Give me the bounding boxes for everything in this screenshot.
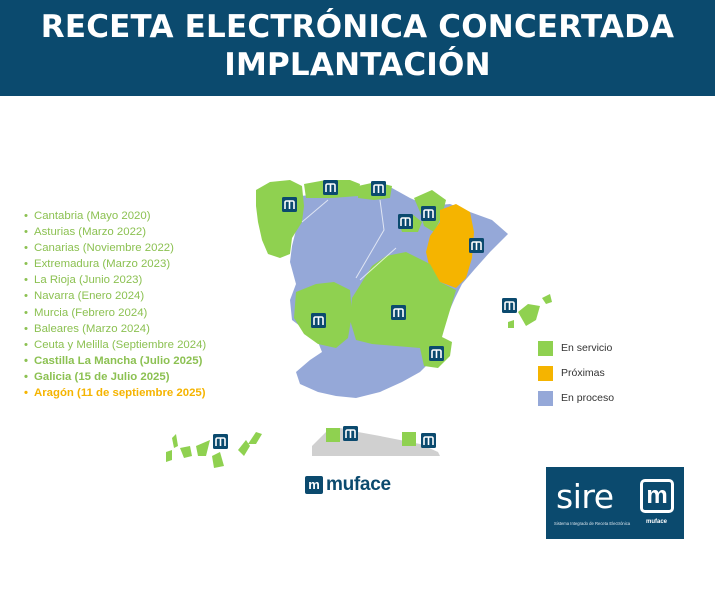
muface-m-icon [468, 237, 485, 254]
legend-item: Próximas [538, 365, 614, 381]
map-legend: En servicio Próximas En proceso [538, 340, 614, 415]
list-item: • Murcia (Febrero 2024) [24, 306, 148, 319]
muface-m-icon [342, 425, 359, 442]
list-item: • La Rioja (Junio 2023) [24, 274, 143, 287]
list-item: • Navarra (Enero 2024) [24, 290, 145, 303]
region-castilla-la-mancha [350, 252, 456, 348]
list-item: • Aragón (11 de septiembre 2025) [24, 387, 206, 400]
list-item: • Canarias (Noviembre 2022) [24, 242, 174, 255]
list-item: • Castilla La Mancha (Julio 2025) [24, 354, 203, 367]
region-canarias [166, 432, 262, 468]
region-aragon [426, 204, 474, 288]
list-item: • Galicia (15 de Julio 2025) [24, 370, 170, 383]
legend-swatch [538, 390, 553, 406]
muface-m-icon [420, 205, 437, 222]
list-item: • Ceuta y Melilla (Septiembre 2024) [24, 338, 207, 351]
muface-m-icon [428, 345, 445, 362]
legend-item: En servicio [538, 340, 614, 356]
muface-m-icon: m [305, 476, 323, 494]
muface-logo: m muface [305, 474, 391, 496]
implementation-list: • Cantabria (Mayo 2020) • Asturias (Marzo … [24, 208, 206, 401]
muface-m-icon [322, 179, 339, 196]
sirem-m-icon: m [640, 479, 674, 513]
list-item: • Extremadura (Marzo 2023) [24, 258, 171, 271]
list-item: • Baleares (Marzo 2024) [24, 322, 150, 335]
muface-m-icon [281, 196, 298, 213]
page-title-line1: RECETA ELECTRÓNICA CONCERTADA [40, 9, 675, 45]
muface-m-icon [397, 213, 414, 230]
muface-m-icon [420, 432, 437, 449]
muface-m-icon [212, 433, 229, 450]
region-ceuta [326, 428, 340, 442]
legend-swatch [538, 340, 553, 356]
legend-item: En proceso [538, 390, 614, 406]
legend-swatch [538, 365, 553, 381]
muface-m-icon [370, 180, 387, 197]
header-banner: RECETA ELECTRÓNICA CONCERTADA IMPLANTACI… [0, 0, 715, 96]
muface-m-icon [501, 297, 518, 314]
region-melilla [402, 432, 416, 446]
muface-m-icon [310, 312, 327, 329]
list-item: • Asturias (Marzo 2022) [24, 226, 147, 239]
page-title-line2: IMPLANTACIÓN [224, 47, 491, 83]
sirem-logo: sire m Sistema Integrado de Receta Elect… [546, 467, 684, 539]
region-baleares [518, 304, 540, 326]
list-item: • Cantabria (Mayo 2020) [24, 210, 151, 222]
muface-m-icon [390, 304, 407, 321]
